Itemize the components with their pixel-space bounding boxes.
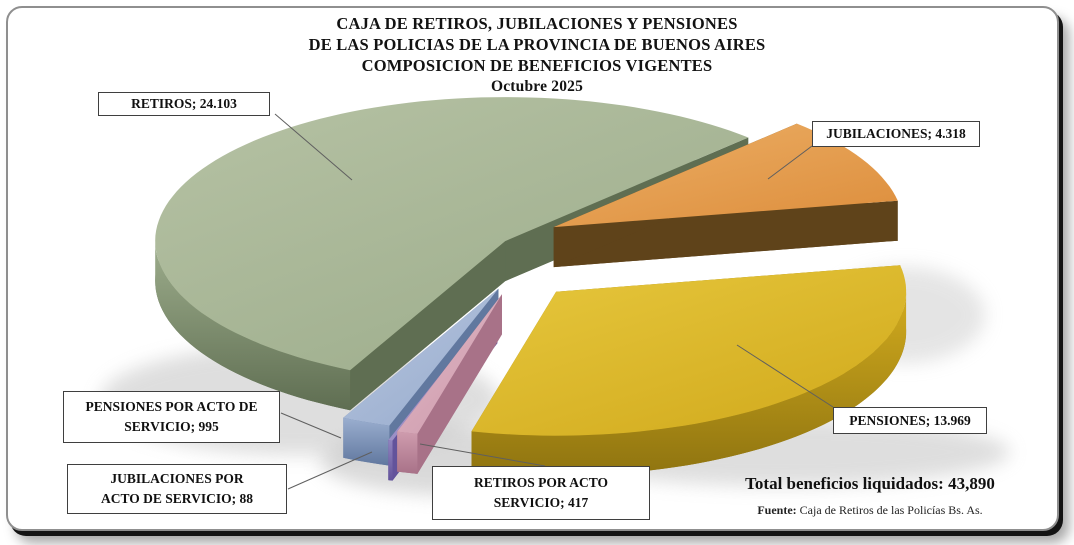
callout-pensiones: PENSIONES; 13.969 bbox=[833, 407, 987, 434]
chart-title-line1: CAJA DE RETIROS, JUBILACIONES Y PENSIONE… bbox=[336, 14, 738, 33]
chart-title: CAJA DE RETIROS, JUBILACIONES Y PENSIONE… bbox=[0, 13, 1074, 97]
source-text: Caja de Retiros de las Policías Bs. As. bbox=[796, 503, 983, 517]
leader-line-retiros bbox=[274, 113, 353, 181]
pie-slice-pensiones bbox=[471, 265, 907, 476]
callout-retiros-acto-servicio: RETIROS POR ACTO SERVICIO; 417 bbox=[432, 466, 650, 520]
source-label: Fuente: bbox=[757, 503, 797, 517]
chart-subtitle: Octubre 2025 bbox=[490, 78, 584, 95]
total-benefits-text: Total beneficios liquidados: 43,890 bbox=[745, 474, 995, 493]
chart-title-line3: COMPOSICION DE BENEFICIOS VIGENTES bbox=[361, 56, 713, 75]
leader-line-jubilaciones-acto bbox=[287, 451, 373, 490]
callout-pensiones-acto-servicio: PENSIONES POR ACTO DE SERVICIO; 995 bbox=[63, 391, 280, 443]
leader-line-pensiones bbox=[736, 344, 834, 408]
source-note: Fuente: Caja de Retiros de las Policías … bbox=[700, 503, 1040, 518]
leader-line-jubilaciones bbox=[767, 145, 813, 180]
pie-slices bbox=[155, 97, 907, 481]
chart-title-line2: DE LAS POLICIAS DE LA PROVINCIA DE BUENO… bbox=[308, 35, 766, 54]
callout-retiros: RETIROS; 24.103 bbox=[98, 92, 270, 116]
callout-jubilaciones: JUBILACIONES; 4.318 bbox=[812, 121, 980, 147]
leader-lines bbox=[274, 113, 834, 490]
callout-jubilaciones-acto-servicio: JUBILACIONES POR ACTO DE SERVICIO; 88 bbox=[67, 464, 287, 514]
leader-line-retiros-acto bbox=[419, 443, 546, 467]
leader-line-pensiones-acto bbox=[280, 412, 342, 439]
pie-slice-retiros-acto bbox=[397, 294, 502, 474]
pie-slice-jubilaciones bbox=[553, 123, 898, 268]
